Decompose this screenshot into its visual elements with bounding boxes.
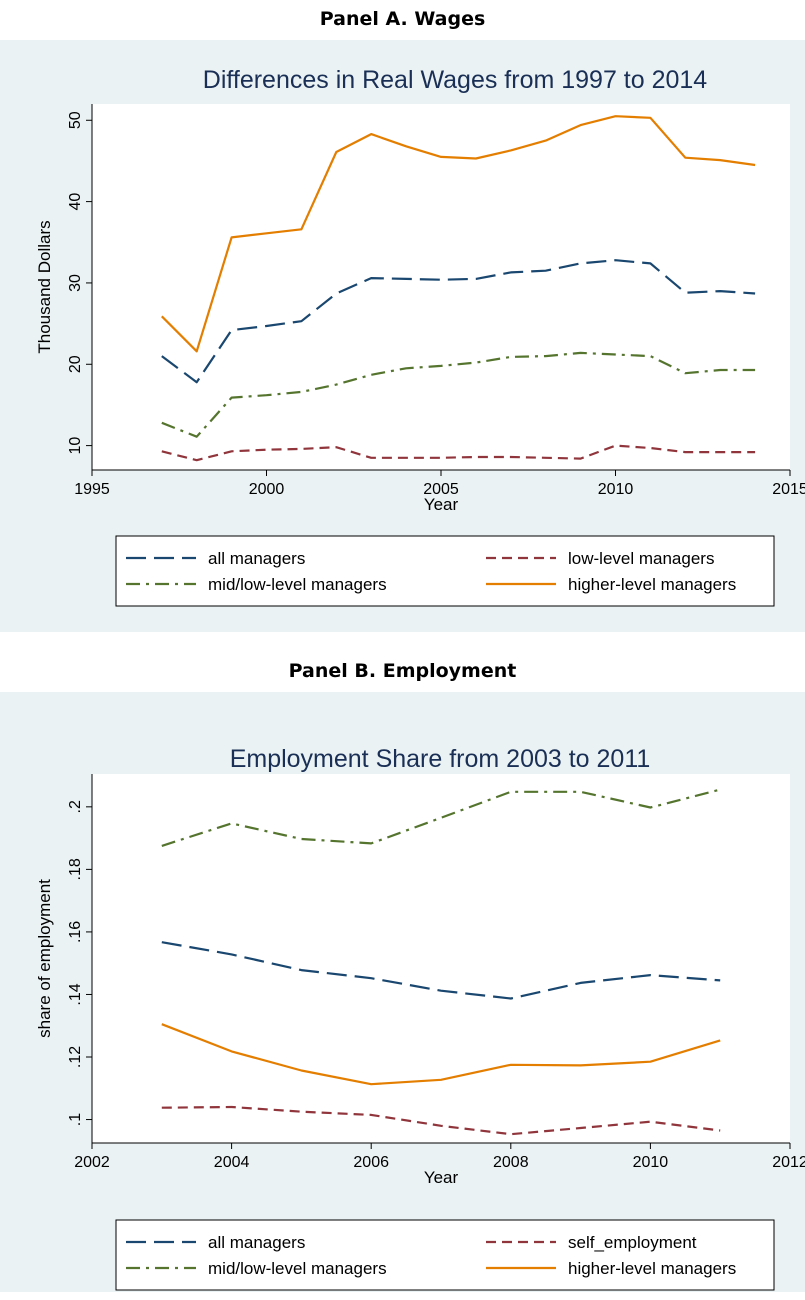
legend-label: all managers bbox=[208, 1233, 305, 1252]
x-tick-label: 2010 bbox=[633, 1154, 669, 1171]
plot-area bbox=[92, 774, 790, 1143]
y-axis-title: share of employment bbox=[35, 879, 54, 1038]
y-tick-label: .14 bbox=[67, 983, 84, 1005]
y-tick-label: 30 bbox=[67, 274, 84, 292]
legend-box bbox=[115, 1219, 775, 1291]
series-line-3 bbox=[161, 1023, 721, 1086]
chart-title: Employment Share from 2003 to 2011 bbox=[230, 745, 651, 773]
legend-label: higher-level managers bbox=[568, 575, 736, 594]
x-tick-label: 2015 bbox=[772, 481, 805, 498]
x-axis-title: Year bbox=[424, 495, 459, 514]
y-tick-label: 20 bbox=[67, 355, 84, 373]
y-tick-label: .18 bbox=[67, 858, 84, 880]
x-tick-label: 2000 bbox=[249, 481, 285, 498]
y-tick-label: 50 bbox=[67, 111, 84, 129]
y-tick-label: 40 bbox=[67, 193, 84, 211]
x-tick-label: 2012 bbox=[772, 1154, 805, 1171]
y-tick-label: .12 bbox=[67, 1046, 84, 1068]
legend-label: low-level managers bbox=[568, 549, 714, 568]
legend-label: all managers bbox=[208, 549, 305, 568]
legend-label: self_employment bbox=[568, 1233, 697, 1252]
panel-b-heading: Panel B. Employment bbox=[288, 660, 517, 682]
legend-label: mid/low-level managers bbox=[208, 575, 387, 594]
legend-label: mid/low-level managers bbox=[208, 1259, 387, 1278]
x-tick-label: 1995 bbox=[74, 481, 110, 498]
series-line-3 bbox=[161, 115, 756, 353]
series-line-2 bbox=[161, 788, 721, 847]
wages-line-chart: Differences in Real Wages from 1997 to 2… bbox=[0, 40, 805, 632]
legend-box bbox=[115, 535, 775, 607]
series-line-0 bbox=[161, 259, 756, 384]
x-tick-label: 2008 bbox=[493, 1154, 529, 1171]
y-tick-label: 10 bbox=[67, 437, 84, 455]
y-tick-label: .2 bbox=[67, 800, 84, 813]
x-axis-title: Year bbox=[424, 1168, 459, 1187]
employment-line-chart: Employment Share from 2003 to 2011 2002 20… bbox=[0, 692, 805, 1292]
x-tick-label: 2005 bbox=[423, 481, 459, 498]
y-tick-label: .16 bbox=[67, 921, 84, 943]
y-axis-title: Thousand Dollars bbox=[35, 220, 54, 353]
series-line-1 bbox=[161, 1105, 721, 1136]
series-line-1 bbox=[161, 444, 756, 462]
legend-label: higher-level managers bbox=[568, 1259, 736, 1278]
x-tick-label: 2002 bbox=[74, 1154, 110, 1171]
panel-a-heading: Panel A. Wages bbox=[319, 8, 486, 30]
x-tick-label: 2004 bbox=[214, 1154, 250, 1171]
x-tick-label: 2006 bbox=[353, 1154, 389, 1171]
y-tick-label: .1 bbox=[67, 1113, 84, 1126]
x-tick-label: 2010 bbox=[598, 481, 634, 498]
series-line-0 bbox=[161, 941, 721, 1000]
chart-title: Differences in Real Wages from 1997 to 2… bbox=[203, 66, 708, 94]
plot-area bbox=[92, 104, 790, 470]
series-line-2 bbox=[161, 351, 756, 438]
